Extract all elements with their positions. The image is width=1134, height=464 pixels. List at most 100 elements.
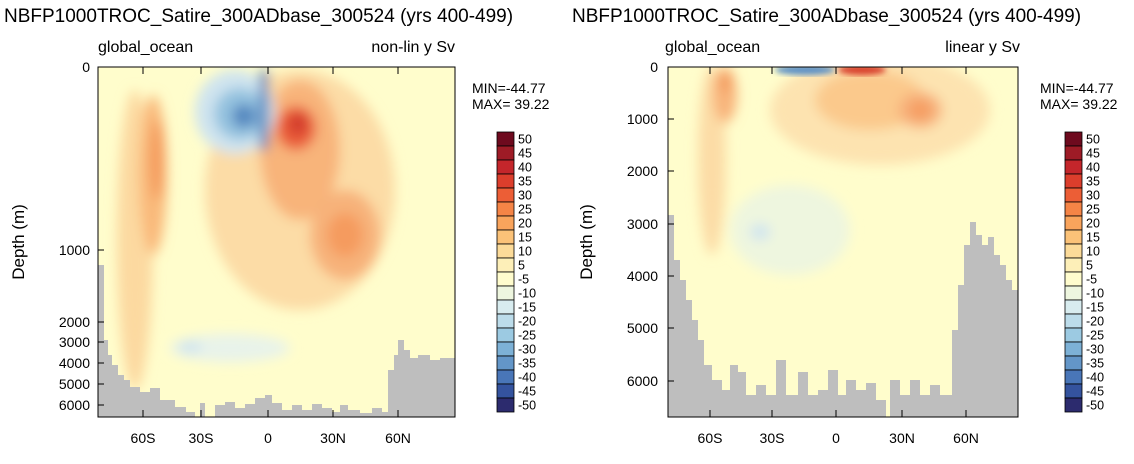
panel-left-xtick: 30S (189, 430, 214, 446)
colorbar-right-label: 35 (1086, 175, 1100, 189)
colorbar-left-swatch (496, 383, 515, 399)
panel-right-land (668, 215, 1018, 417)
colorbar-left-label: -50 (518, 399, 536, 413)
colorbar-right-swatch (1064, 187, 1083, 203)
colorbar-right-swatch (1064, 243, 1083, 259)
panel-right-ytick: 6000 (627, 373, 658, 389)
colorbar-left-swatch (496, 243, 515, 259)
panel-left-xtick: 60S (131, 430, 156, 446)
colorbar-right-swatch (1064, 159, 1083, 175)
colorbar-left-swatch (496, 327, 515, 343)
panel-left-y-axis-label: Depth (m) (9, 204, 28, 280)
colorbar-right-swatch (1064, 299, 1083, 315)
colorbar-right-swatch (1064, 131, 1083, 147)
colorbar-right-label: -45 (1086, 385, 1104, 399)
panel-right-xtick: 30N (889, 430, 915, 446)
panel-left-ytick: 4000 (59, 355, 90, 371)
panel-right-ytick: 5000 (627, 320, 658, 336)
colorbar-right-swatch (1064, 383, 1083, 399)
colorbar-left-swatch (496, 187, 515, 203)
panel-left-xtick: 0 (264, 430, 272, 446)
colorbar-left-label: -35 (518, 357, 536, 371)
panel-right-ytick: 0 (650, 59, 658, 75)
panel-left-ytick: 1000 (59, 242, 90, 258)
colorbar-left-label: -25 (518, 329, 536, 343)
colorbar-left-swatch (496, 131, 515, 147)
panel-left-ytick: 2000 (59, 314, 90, 330)
colorbar-left-swatch (496, 285, 515, 301)
panel-right-min-label: MIN=-44.77 (1040, 80, 1114, 96)
colorbar-left-label: -45 (518, 385, 536, 399)
colorbar-right-swatch (1064, 145, 1083, 161)
colorbar-right-swatch (1064, 327, 1083, 343)
panel-right-ytick: 3000 (627, 216, 658, 232)
colorbar-left-swatch (496, 201, 515, 217)
panel-left-ytick: 5000 (59, 376, 90, 392)
colorbar-right-label: -35 (1086, 357, 1104, 371)
panel-right-field (668, 67, 1018, 417)
panel-right-units-label: linear y Sv (945, 39, 1020, 56)
panel-left-field (98, 67, 455, 417)
panel-left-ytick: 0 (82, 59, 90, 75)
colorbar-left-label: 20 (518, 217, 532, 231)
panel-right-xtick: 60N (953, 430, 979, 446)
colorbar-right-swatch (1064, 341, 1083, 357)
colorbar-left-swatch (496, 299, 515, 315)
colorbar-left-label: 10 (518, 245, 532, 259)
colorbar-right-swatch (1064, 173, 1083, 189)
panel-right-title: NBFP1000TROC_Satire_300ADbase_300524 (yr… (572, 6, 1081, 27)
colorbar-left-label: 35 (518, 175, 532, 189)
panel-left-xtick: 60N (385, 430, 411, 446)
colorbar-left-swatch (496, 397, 515, 413)
colorbar-right-label: 30 (1086, 189, 1100, 203)
panel-left-title: NBFP1000TROC_Satire_300ADbase_300524 (yr… (4, 6, 513, 27)
colorbar-left-label: -40 (518, 371, 536, 385)
panel-right-xtick: 30S (760, 430, 785, 446)
colorbar-right-swatch (1064, 313, 1083, 329)
colorbar-left-swatch (496, 257, 515, 273)
panel-left-plot-frame (97, 66, 456, 418)
colorbar-right-swatch (1064, 257, 1083, 273)
colorbar-left-swatch (496, 145, 515, 161)
colorbar-left-label: -30 (518, 343, 536, 357)
panel-left-ytick: 3000 (59, 334, 90, 350)
colorbar-left-label: 45 (518, 147, 532, 161)
colorbar-left-swatch (496, 355, 515, 371)
colorbar-right-label: -50 (1086, 399, 1104, 413)
colorbar-left-label: 40 (518, 161, 532, 175)
colorbar-right-label: -15 (1086, 301, 1104, 315)
panel-right-y-axis-label: Depth (m) (577, 204, 596, 280)
panel-left-ytick: 6000 (59, 397, 90, 413)
panel-left-region-label: global_ocean (98, 39, 193, 56)
colorbar-right-swatch (1064, 229, 1083, 245)
panel-right-ytick: 4000 (627, 268, 658, 284)
colorbar-left-label: 5 (518, 259, 525, 273)
colorbar-right-swatch (1064, 201, 1083, 217)
panel-left-land (98, 265, 455, 417)
panel-left-max-label: MAX= 39.22 (472, 96, 550, 112)
colorbar-left-swatch (496, 215, 515, 231)
colorbar-left-swatch (496, 229, 515, 245)
colorbar-left-swatch (496, 341, 515, 357)
panel-left-min-label: MIN=-44.77 (472, 80, 546, 96)
colorbar-left-swatch (496, 369, 515, 385)
colorbar-right-swatch (1064, 397, 1083, 413)
colorbar-right-swatch (1064, 285, 1083, 301)
colorbar-left-label: 50 (518, 133, 532, 147)
colorbar-right-label: 5 (1086, 259, 1093, 273)
colorbar-right-label: 50 (1086, 133, 1100, 147)
panel-left-units-label: non-lin y Sv (371, 39, 455, 56)
colorbar-right-label: 25 (1086, 203, 1100, 217)
colorbar-left-label: -5 (518, 273, 529, 287)
colorbar-left-label: -15 (518, 301, 536, 315)
panel-right-ytick: 1000 (627, 111, 658, 127)
colorbar-left-label: 25 (518, 203, 532, 217)
colorbar-right-swatch (1064, 355, 1083, 371)
colorbar-right-label: 15 (1086, 231, 1100, 245)
panel-right-plot-frame (667, 66, 1019, 418)
colorbar-left-label: -10 (518, 287, 536, 301)
colorbar-right-label: 10 (1086, 245, 1100, 259)
panel-right-ytick: 2000 (627, 163, 658, 179)
panel-right-xtick: 60S (698, 430, 723, 446)
